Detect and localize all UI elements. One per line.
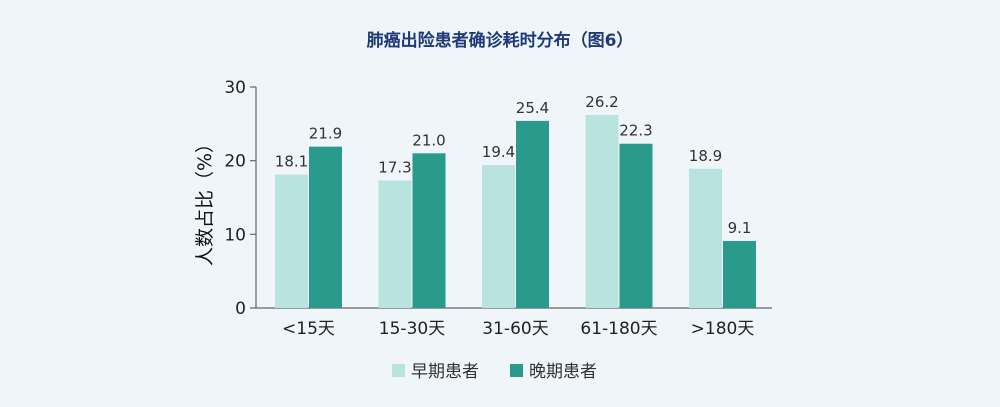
data-labels-group: 18.121.9 17.321.0 19.4 25.4 26.222.3 18.9 9.1 xyxy=(275,93,752,237)
legend: 早期患者 晚期患者 xyxy=(392,362,597,382)
y-tick-label: 20 xyxy=(224,152,246,172)
bar-late-1 xyxy=(412,153,446,308)
data-label: 18.9 xyxy=(689,147,722,165)
data-label: 9.1 xyxy=(728,219,752,237)
bar-early-0 xyxy=(275,174,308,308)
data-label: 18.1 xyxy=(275,153,308,171)
data-label: 25.4 xyxy=(516,99,549,117)
bar-early-4 xyxy=(689,168,722,308)
x-tick-label: >180天 xyxy=(691,319,755,339)
bar-late-0 xyxy=(309,146,342,308)
legend-swatch xyxy=(510,364,523,377)
legend-label: 晚期患者 xyxy=(529,362,597,382)
bar-late-3 xyxy=(619,143,653,308)
data-label: 19.4 xyxy=(482,143,515,161)
bar-late-2 xyxy=(516,120,549,309)
y-tick-label: 10 xyxy=(224,225,246,245)
axes: 0 10 20 30 <15天 15-30天 31-60天 61-180天 >180天 xyxy=(224,78,772,339)
bar-early-3 xyxy=(585,114,619,308)
legend-swatch xyxy=(392,364,405,377)
chart-title: 肺癌出险患者确诊耗时分布（图6） xyxy=(367,30,634,51)
bars-group xyxy=(275,114,756,309)
x-tick-label: 61-180天 xyxy=(580,319,657,339)
legend-label: 早期患者 xyxy=(411,362,479,382)
y-tick-label: 0 xyxy=(235,299,246,319)
y-axis-label: 人数占比（%） xyxy=(194,134,216,266)
y-tick-label: 30 xyxy=(224,78,246,98)
x-tick-label: <15天 xyxy=(282,319,335,339)
data-label: 21.9 xyxy=(309,125,342,143)
x-tick-label: 15-30天 xyxy=(379,319,445,339)
data-label: 26.2 xyxy=(585,93,618,111)
bar-early-2 xyxy=(482,165,515,308)
data-label: 17.3 xyxy=(378,159,411,177)
bar-early-1 xyxy=(378,180,412,308)
bar-late-4 xyxy=(723,240,756,308)
data-label: 22.3 xyxy=(619,122,652,140)
data-label: 21.0 xyxy=(412,131,445,149)
x-tick-label: 31-60天 xyxy=(482,319,548,339)
